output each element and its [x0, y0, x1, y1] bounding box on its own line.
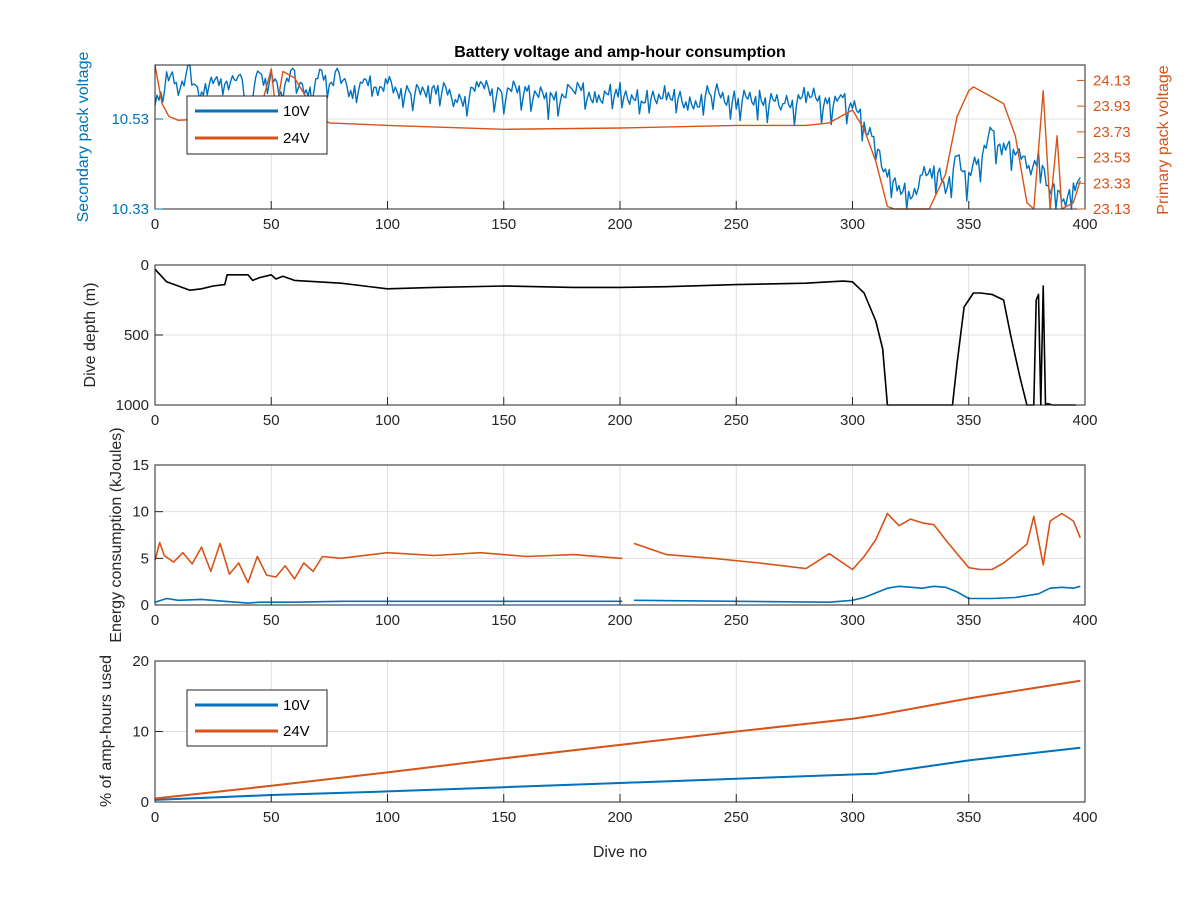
depth-y-label: Dive depth (m)	[82, 283, 99, 388]
x-tick-label: 0	[151, 412, 159, 429]
voltage-legend-box	[186, 95, 328, 155]
amphours-panel: 0 50 100 150 200 250 300 350 400 0 10 20 % of amp-…	[98, 653, 1098, 861]
x-tick-label: 400	[1072, 612, 1097, 629]
y-tick-label: 1000	[116, 397, 149, 414]
y-tick-label: 20	[132, 653, 149, 670]
y-tick-label: 10.53	[111, 111, 149, 128]
amphours-y-label: % of amp-hours used	[98, 655, 115, 807]
energy-y-ticks: 0 5 10 15	[132, 457, 163, 614]
x-tick-label: 400	[1072, 412, 1097, 429]
amphours-legend-label-24v: 24V	[283, 723, 310, 740]
y-tick-label-right: 23.13	[1093, 201, 1131, 218]
y-tick-label: 15	[132, 457, 149, 474]
y-tick-label: 10.33	[111, 201, 149, 218]
amphours-y-ticks: 0 10 20	[132, 653, 163, 811]
y-tick-label-right: 23.53	[1093, 150, 1131, 167]
x-tick-label: 100	[375, 216, 400, 233]
y-tick-label-right: 23.33	[1093, 175, 1131, 192]
amphours-legend-box	[186, 689, 328, 747]
y-tick-label: 0	[141, 257, 149, 274]
series-line-10v	[154, 64, 1081, 210]
amphours-x-ticks: 0 50 100 150 200 250 300 350 400	[151, 794, 1098, 826]
energy-y-label: Energy consumption (kJoules)	[108, 427, 125, 642]
x-tick-label: 200	[607, 412, 632, 429]
x-tick-label: 50	[263, 216, 280, 233]
x-tick-label: 350	[956, 216, 981, 233]
y-tick-label-right: 23.73	[1093, 124, 1131, 141]
depth-x-ticks: 0 50 100 150 200 250 300 350 400	[151, 397, 1098, 429]
amphours-legend-label-10v: 10V	[283, 697, 310, 714]
x-tick-label: 350	[956, 412, 981, 429]
series-line-10v	[154, 746, 1081, 801]
y-tick-label-right: 24.13	[1093, 72, 1131, 89]
x-tick-label: 100	[375, 612, 400, 629]
series-line-24v	[154, 679, 1081, 800]
x-tick-label: 350	[956, 809, 981, 826]
x-tick-label: 150	[491, 216, 516, 233]
energy-series	[154, 512, 1082, 604]
x-tick-label: 0	[151, 612, 159, 629]
x-tick-label: 250	[724, 216, 749, 233]
y-tick-label: 0	[141, 597, 149, 614]
y-tick-label: 10	[132, 724, 149, 741]
x-tick-label: 150	[491, 412, 516, 429]
x-tick-label: 350	[956, 612, 981, 629]
amphours-legend: 10V 24V	[186, 689, 328, 747]
secondary-voltage-label: Secondary pack voltage	[75, 52, 92, 223]
figure-title: Battery voltage and amp-hour consumption	[454, 44, 786, 61]
series-line-blue-1	[154, 585, 1081, 604]
x-tick-label: 50	[263, 412, 280, 429]
x-tick-label: 150	[491, 809, 516, 826]
primary-voltage-ticks: 23.13 23.33 23.53 23.73 23.93 24.13	[1077, 72, 1131, 218]
x-tick-label: 50	[263, 612, 280, 629]
x-tick-label: 150	[491, 612, 516, 629]
x-tick-label: 250	[724, 809, 749, 826]
x-tick-label: 400	[1072, 216, 1097, 233]
primary-voltage-label: Primary pack voltage	[1155, 65, 1172, 214]
energy-x-ticks: 0 50 100 150 200 250 300 350 400	[151, 597, 1098, 629]
depth-panel: 0 50 100 150 200 250 300 350 400 0 500 1000 Dive d…	[82, 257, 1098, 429]
x-tick-label: 100	[375, 809, 400, 826]
voltage-legend: 10V 24V	[186, 95, 328, 155]
y-tick-label: 500	[124, 327, 149, 344]
x-tick-label: 300	[840, 809, 865, 826]
x-tick-label: 300	[840, 216, 865, 233]
x-tick-label: 400	[1072, 809, 1097, 826]
x-tick-label: 250	[724, 412, 749, 429]
y-tick-label: 5	[141, 550, 149, 567]
x-tick-label: 100	[375, 412, 400, 429]
x-tick-label: 200	[607, 809, 632, 826]
x-axis-label: Dive no	[593, 844, 647, 861]
x-tick-label: 200	[607, 612, 632, 629]
x-tick-label: 50	[263, 809, 280, 826]
amphours-series	[154, 679, 1081, 801]
legend-label-10v: 10V	[283, 103, 310, 120]
depth-y-ticks: 0 500 1000	[116, 257, 163, 414]
secondary-voltage-ticks: 10.33 10.53	[111, 111, 163, 218]
series-line-orange-0	[154, 512, 1082, 584]
voltage-panel: 0 50 100 150 200 250 300 350 400 10.33 10.53 23.1…	[75, 52, 1172, 233]
y-tick-label: 10	[132, 504, 149, 521]
y-tick-label: 0	[141, 794, 149, 811]
x-tick-label: 300	[840, 612, 865, 629]
voltage-x-ticks: 0 50 100 150 200 250 300 350 400	[151, 201, 1098, 233]
legend-label-24v: 24V	[283, 130, 310, 147]
x-tick-label: 0	[151, 216, 159, 233]
y-tick-label-right: 23.93	[1093, 98, 1131, 115]
x-tick-label: 250	[724, 612, 749, 629]
x-tick-label: 0	[151, 809, 159, 826]
energy-panel: 0 50 100 150 200 250 300 350 400 0 5 10 15 Energy c…	[108, 427, 1098, 642]
x-tick-label: 200	[607, 216, 632, 233]
x-tick-label: 300	[840, 412, 865, 429]
